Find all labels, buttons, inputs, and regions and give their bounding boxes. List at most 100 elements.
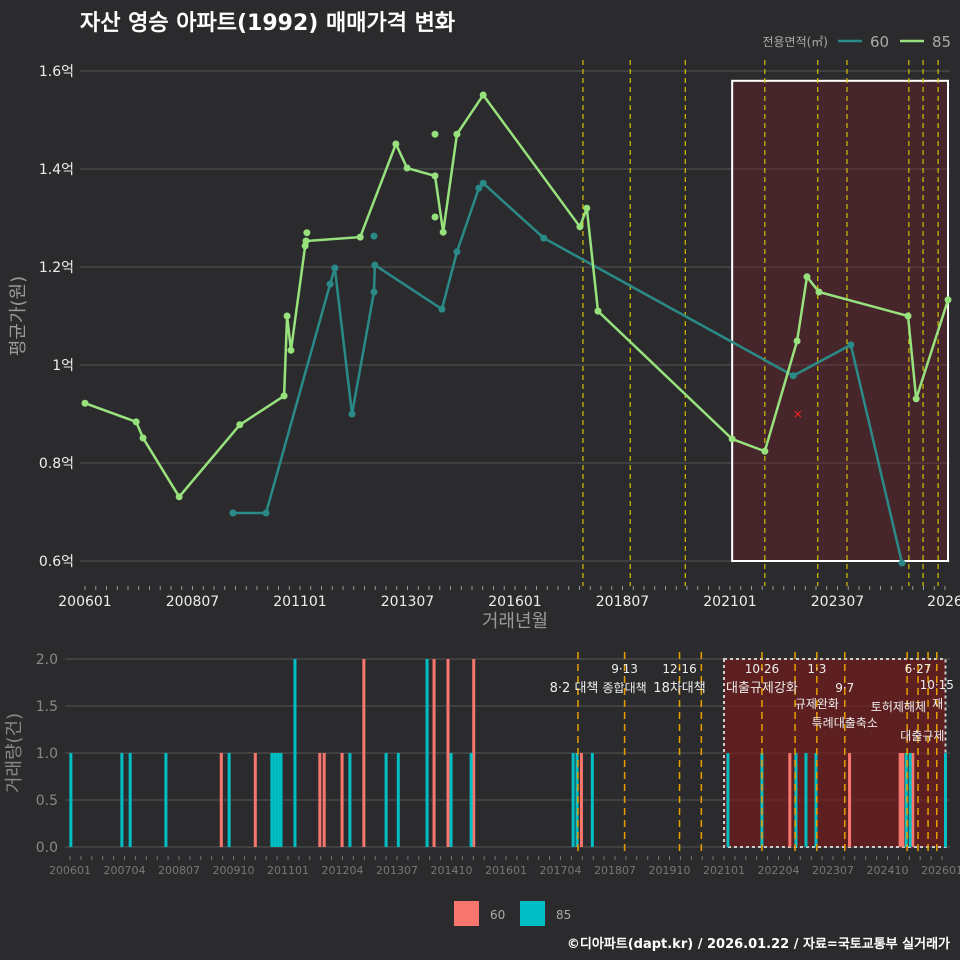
x-tick-label: 201807 [594,864,636,877]
bar-85 [575,753,579,847]
data-point-60 [371,261,379,269]
bar-85 [396,753,400,847]
data-point-60 [331,264,339,272]
data-point-85 [356,233,364,241]
data-point-85 [283,312,291,320]
data-point-85 [453,130,461,138]
data-point-60 [438,305,446,313]
bar-85 [384,753,388,847]
bar-85 [69,753,73,847]
data-point-85 [803,273,811,281]
policy-annotation: 10·26 [745,662,779,676]
bar-60 [253,753,257,847]
y-tick-label: 0.8억 [39,456,74,472]
data-point-85 [403,164,411,172]
legend-title: 전용면적(㎡) [762,35,828,49]
bar-85 [590,753,594,847]
footer-credit: ©디아파트(dapt.kr) / 2026.01.22 / 자료=국토교통부 실… [567,936,950,952]
bar-85 [164,753,168,847]
policy-annotation: 1·3 [807,662,826,676]
bar-60 [911,753,915,847]
bar-85 [726,753,730,847]
x-tick-label: 202307 [811,594,864,610]
legend-label: 85 [932,33,951,51]
bar-85 [571,753,575,847]
data-point-85 [81,399,89,407]
data-point-85 [139,434,147,442]
x-tick-label: 202307 [812,864,854,877]
data-point-85 [175,493,183,501]
bar-60 [788,753,792,847]
x-tick-label: 200601 [58,594,111,610]
bar-60 [579,753,583,847]
legend-label: 85 [556,908,571,922]
x-axis-title: 거래년월 [482,611,548,632]
x-tick-label: 202204 [758,864,800,877]
y-tick-label: 1.2억 [39,260,74,276]
policy-annotation: 12·16 [662,662,696,676]
y-tick-label: 1.4억 [39,162,74,178]
data-point-60 [789,372,797,380]
y-tick-label: 0.5 [36,793,58,809]
y-tick-label: 0.6억 [39,554,74,570]
bar-85 [425,659,429,847]
policy-annotation: 9·7 [835,681,854,695]
x-tick-label: 200910 [213,864,255,877]
data-point-85 [594,307,602,315]
data-point-85 [303,229,311,237]
data-point-60 [370,288,378,296]
bar-85 [469,753,473,847]
bar-85 [794,753,798,847]
data-point-85 [392,140,400,148]
bar-60 [362,659,366,847]
legend-label: 60 [490,908,505,922]
y-axis-title: 평균가(원) [8,276,29,356]
y-tick-label: 1.5 [36,699,58,715]
policy-annotation: 토허제해제 [871,700,926,714]
legend-swatch-60 [454,901,479,926]
data-point-60 [370,232,378,240]
x-tick-label: 200807 [166,594,219,610]
x-tick-label: 201807 [596,594,649,610]
x-tick-label: 201910 [649,864,691,877]
data-point-60 [453,248,461,256]
data-point-85 [904,312,912,320]
y-tick-label: 1억 [52,358,74,374]
legend-label: 60 [870,33,889,51]
data-point-85 [236,421,244,429]
data-point-60 [326,280,334,288]
data-point-85 [431,213,439,221]
bar-85 [227,753,231,847]
bar-85 [904,753,908,847]
data-point-85 [439,228,447,236]
bar-85 [348,753,352,847]
x-tick-label: 201601 [488,594,541,610]
policy-annotation: 규제완화 [795,697,839,711]
marker-x: × [793,407,803,421]
x-tick-label: 201601 [485,864,527,877]
policy-annotation: 18차대책 [653,681,705,696]
y-axis-title: 거래량(건) [4,713,25,793]
bar-85 [908,753,912,847]
data-point-85 [280,392,288,400]
bar-60 [898,753,902,847]
data-point-85 [728,435,736,443]
policy-annotation: 대출규제강화 [726,681,798,696]
bar-85 [120,753,124,847]
x-tick-label: 200807 [158,864,200,877]
highlight-box [731,79,950,563]
x-tick-label: 2026 [927,594,960,610]
x-tick-label: 201204 [322,864,364,877]
data-point-85 [583,204,591,212]
x-tick-label: 201704 [540,864,582,877]
policy-annotation: 8·2 대책 [550,681,599,696]
data-point-85 [815,288,823,296]
legend-swatch-85 [520,901,545,926]
data-point-85 [302,237,310,245]
bar-85 [449,753,453,847]
policy-annotation: 특례대출축소 [812,716,878,730]
bar-85 [293,659,297,847]
x-tick-label: 202101 [703,864,745,877]
data-point-85 [431,130,439,138]
